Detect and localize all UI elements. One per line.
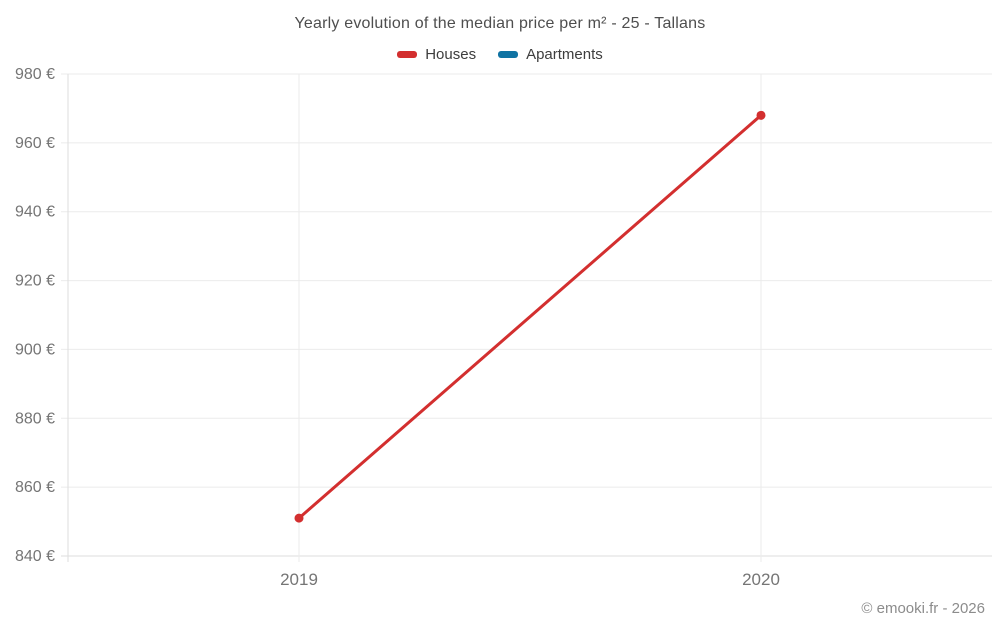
y-tick-label: 960 € bbox=[15, 135, 55, 152]
y-tick-label: 840 € bbox=[15, 548, 55, 565]
y-tick-label: 860 € bbox=[15, 479, 55, 496]
legend-label-apartments: Apartments bbox=[526, 46, 603, 63]
legend-label-houses: Houses bbox=[425, 46, 477, 63]
apartments-swatch-icon bbox=[498, 51, 519, 58]
copyright-footer: © emooki.fr - 2026 bbox=[861, 600, 985, 617]
houses-line bbox=[297, 113, 763, 520]
data-point-houses-2019[interactable] bbox=[294, 513, 304, 523]
legend-item-apartments[interactable]: Apartments bbox=[498, 46, 603, 63]
x-tick-label: 2020 bbox=[742, 570, 780, 589]
data-point-houses-2020[interactable] bbox=[756, 110, 766, 120]
chart-legend: Houses Apartments bbox=[0, 46, 1000, 63]
chart-title: Yearly evolution of the median price per… bbox=[294, 15, 706, 32]
y-tick-label: 940 € bbox=[15, 204, 55, 221]
y-tick-label: 920 € bbox=[15, 273, 55, 290]
y-tick-label: 880 € bbox=[15, 410, 55, 427]
x-tick-label: 2019 bbox=[280, 570, 318, 589]
houses-swatch-icon bbox=[397, 51, 418, 58]
legend-item-houses[interactable]: Houses bbox=[397, 46, 476, 63]
y-tick-label: 900 € bbox=[15, 341, 55, 358]
y-tick-label: 980 € bbox=[15, 66, 55, 83]
